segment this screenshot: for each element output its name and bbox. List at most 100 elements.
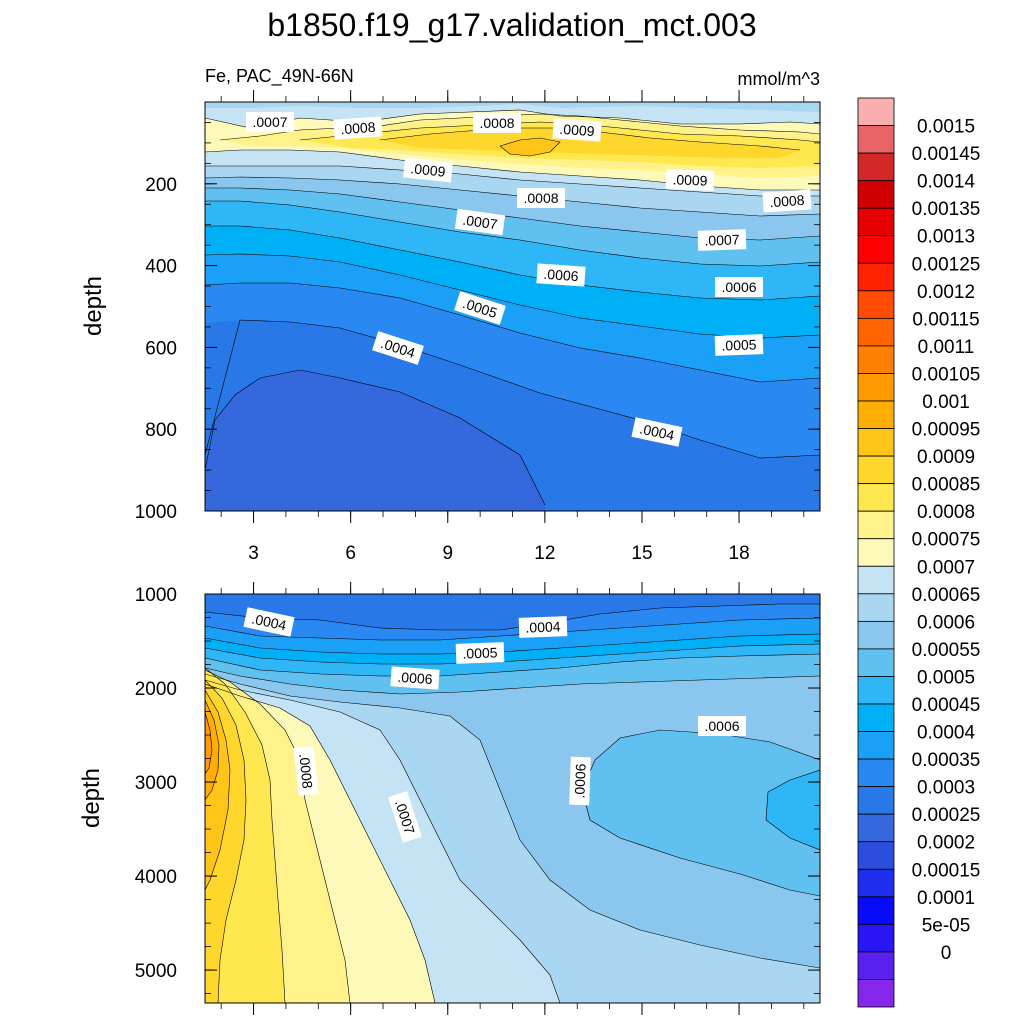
colorbar-label: 0.00085: [912, 475, 981, 496]
x-tick-label: 18: [729, 543, 750, 564]
y-tick-label: 2000: [135, 679, 177, 700]
colorbar-box: [857, 951, 895, 980]
colorbar-box: [857, 565, 895, 595]
colorbar-box: [857, 345, 895, 374]
colorbar-box: [857, 180, 895, 209]
colorbar-box: [857, 262, 895, 292]
colorbar-box: [857, 813, 895, 843]
contour-label-box: [697, 229, 747, 251]
contour-label: .0006: [536, 263, 586, 287]
colorbar-label: 0.001: [922, 392, 970, 413]
contour-label-text: .0004: [525, 618, 561, 635]
contour-label-text: .0005: [462, 644, 498, 661]
contour-label: .0007: [454, 208, 506, 236]
contour-label-box: [293, 746, 319, 796]
x-tick-label: 9: [442, 543, 453, 564]
y-tick-label: 1000: [135, 585, 177, 606]
top-panel: .0007 .0008 .0008 .0009 .0009 .0008 .0009 .0008…: [80, 90, 821, 564]
contour-label-box: [454, 208, 506, 236]
colorbar-box: [857, 317, 895, 347]
contour-label: .0007: [697, 229, 747, 251]
contour-label-box: [454, 291, 506, 325]
colorbar-box: [857, 373, 895, 402]
colorbar-label: 0.0014: [917, 172, 976, 193]
contour-label-text: .0008: [769, 192, 805, 210]
bottom-contour-lines: [205, 603, 820, 1003]
contour-label: .0008: [762, 189, 812, 213]
contour-label-text: .0009: [559, 121, 595, 139]
contour-label-box: [390, 666, 440, 690]
top-contour-labels: .0007 .0008 .0008 .0009 .0009 .0008 .0009 .0008…: [246, 112, 812, 447]
colorbar-box: [857, 868, 895, 898]
bottom-pocket-00055: [582, 730, 820, 896]
colorbar-label: 0.0005: [917, 667, 975, 688]
colorbar-label: 0.00055: [912, 640, 981, 661]
contour-label-text: .0009: [672, 171, 708, 188]
colorbar-box: [857, 97, 895, 126]
colorbar-label: 0: [941, 943, 952, 964]
y-tick-label: 3000: [135, 773, 177, 794]
contour-label: .0008: [333, 116, 383, 140]
chart-title: b1850.f19_g17.validation_mct.003: [267, 7, 756, 43]
contour-label: .0009: [552, 118, 602, 142]
top-cap-band: [205, 102, 820, 112]
colorbar-label: 0.00075: [912, 530, 981, 551]
top-x-axis: 3 6 9 12 15 18: [220, 90, 805, 564]
top-band-00095: [380, 128, 800, 158]
y-tick-label: 400: [145, 257, 177, 278]
contour-label-box: [698, 716, 746, 736]
contour-label-box: [518, 616, 568, 638]
x-tick-label: 6: [345, 543, 356, 564]
contour-label-text: .0006: [704, 718, 739, 734]
contour-label-box: [665, 169, 715, 191]
contour-label-box: [473, 113, 521, 133]
top-band-0010: [500, 138, 560, 156]
variable-label: Fe, PAC_49N-66N: [205, 66, 354, 87]
contour-label-box: [536, 263, 586, 287]
contour-label: .0005: [454, 291, 506, 325]
colorbar-labels: 0.0015 0.00145 0.0014 0.00135 0.0013 0.00125 0…: [912, 117, 981, 964]
colorbar-label: 0.0011: [918, 337, 975, 358]
colorbar-label: 0.0012: [917, 282, 975, 303]
contour-label: .0008: [293, 746, 319, 796]
contour-label-box: [388, 791, 422, 843]
colorbar-box: [857, 125, 895, 154]
contour-label-box: [714, 334, 764, 356]
contour-label-box: [715, 277, 763, 297]
contour-label: .0006: [715, 277, 763, 297]
contour-label-box: [455, 642, 505, 664]
bottom-y-axis: 1000 2000 3000 4000 5000: [135, 585, 820, 994]
contour-label: .0004: [631, 417, 683, 447]
colorbar-box: [857, 455, 895, 485]
y-tick-label: 4000: [135, 867, 177, 888]
contour-label-text: .0007: [704, 231, 740, 248]
x-tick-label: 12: [534, 543, 555, 564]
contour-label-text: .0006: [397, 669, 433, 687]
contour-label-text: .0004: [250, 611, 288, 634]
colorbar-box: [857, 538, 895, 567]
colorbar-label: 0.00125: [912, 254, 981, 275]
colorbar-label: 0.0004: [917, 723, 976, 744]
colorbar-box: [857, 648, 895, 677]
y-tick-label: 800: [145, 420, 177, 441]
contour-label-box: [762, 189, 812, 213]
colorbar-box: [857, 400, 895, 429]
x-tick-label: 15: [631, 543, 652, 564]
colorbar-label: 0.0008: [917, 502, 975, 523]
x-tick-label: 3: [248, 543, 259, 564]
y-tick-label: 200: [145, 175, 177, 196]
colorbar-label: 5e-05: [922, 915, 971, 936]
colorbar-label: 0.00105: [912, 364, 981, 385]
contour-label-box: [631, 417, 683, 447]
colorbar-box: [857, 428, 895, 457]
contour-label-text: .0008: [296, 753, 316, 790]
colorbar-box: [857, 758, 895, 788]
colorbar-label: 0.0006: [917, 612, 975, 633]
contour-label-box: [569, 756, 591, 806]
colorbar-box: [857, 235, 895, 264]
contour-label-text: .0007: [252, 114, 287, 130]
contour-label: .0009: [403, 157, 453, 183]
contour-label-text: .0005: [721, 336, 757, 353]
contour-label: .0004: [518, 616, 568, 638]
